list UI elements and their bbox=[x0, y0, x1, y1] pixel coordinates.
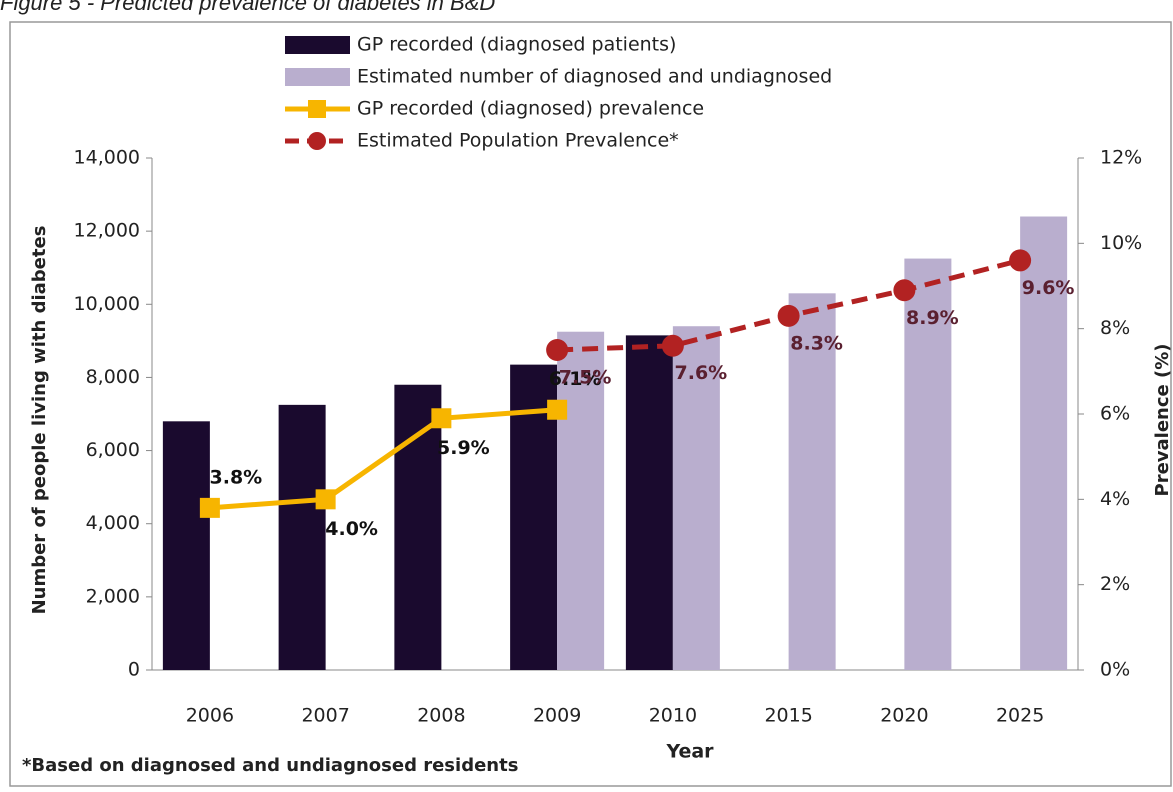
x-tick-label: 2015 bbox=[764, 705, 812, 727]
x-tick-label: 2025 bbox=[996, 705, 1044, 727]
bar bbox=[672, 326, 720, 670]
marker bbox=[661, 334, 684, 357]
legend-marker bbox=[308, 100, 326, 118]
legend-swatch bbox=[285, 36, 350, 54]
x-tick-label: 2006 bbox=[186, 705, 234, 727]
x-tick-label: 2020 bbox=[880, 705, 928, 727]
marker bbox=[431, 408, 452, 429]
y2-axis-label: Prevalence (%) bbox=[1152, 344, 1173, 497]
y-tick-label: 4,000 bbox=[86, 512, 140, 534]
data-label: 8.9% bbox=[906, 307, 959, 329]
x-tick-label: 2008 bbox=[417, 705, 465, 727]
y2-tick-label: 4% bbox=[1100, 488, 1130, 510]
y2-tick-label: 8% bbox=[1100, 317, 1130, 339]
x-tick-label: 2007 bbox=[301, 705, 349, 727]
x-tick-label: 2009 bbox=[533, 705, 581, 727]
y-axis-label: Number of people living with diabetes bbox=[29, 226, 50, 615]
y2-tick-label: 10% bbox=[1100, 232, 1142, 254]
y-tick-label: 12,000 bbox=[74, 220, 140, 242]
y2-tick-label: 12% bbox=[1100, 147, 1142, 169]
legend-label: Estimated Population Prevalence* bbox=[357, 130, 679, 152]
data-label: 4.0% bbox=[325, 518, 378, 540]
data-label: 7.5% bbox=[559, 367, 612, 389]
y-tick-label: 8,000 bbox=[86, 366, 140, 388]
legend-swatch bbox=[285, 68, 350, 86]
bar bbox=[788, 293, 836, 670]
data-label: 3.8% bbox=[210, 466, 263, 488]
bar bbox=[162, 421, 210, 670]
legend-marker bbox=[308, 132, 326, 150]
y2-tick-label: 2% bbox=[1100, 573, 1130, 595]
legend-label: GP recorded (diagnosed) prevalence bbox=[357, 98, 704, 120]
bar bbox=[904, 258, 952, 670]
bar bbox=[557, 331, 605, 670]
data-label: 7.6% bbox=[675, 362, 728, 384]
y-tick-label: 0 bbox=[128, 659, 140, 681]
marker bbox=[546, 339, 569, 361]
data-label: 8.3% bbox=[790, 332, 843, 354]
marker bbox=[315, 489, 336, 510]
marker bbox=[547, 399, 568, 420]
data-label: 6.1% bbox=[549, 368, 602, 390]
y-tick-label: 6,000 bbox=[86, 439, 140, 461]
marker bbox=[199, 497, 220, 518]
legend-label: GP recorded (diagnosed patients) bbox=[357, 34, 676, 56]
data-label: 9.6% bbox=[1022, 277, 1075, 299]
y-tick-label: 10,000 bbox=[74, 293, 140, 315]
marker bbox=[893, 279, 916, 302]
marker bbox=[1009, 249, 1032, 272]
data-label: 5.9% bbox=[437, 437, 490, 459]
marker bbox=[777, 304, 800, 327]
x-tick-label: 2010 bbox=[649, 705, 697, 727]
y-tick-label: 2,000 bbox=[86, 585, 140, 607]
y2-tick-label: 0% bbox=[1100, 659, 1130, 681]
x-axis-label: Year bbox=[665, 741, 714, 763]
y-tick-label: 14,000 bbox=[74, 147, 140, 169]
y2-tick-label: 6% bbox=[1100, 403, 1130, 425]
bar bbox=[1020, 216, 1068, 670]
line bbox=[209, 407, 558, 511]
chart-title: Figure 5 - Predicted prevalence of diabe… bbox=[0, 0, 495, 15]
legend-label: Estimated number of diagnosed and undiag… bbox=[357, 66, 832, 88]
bar bbox=[625, 335, 673, 670]
footnote: *Based on diagnosed and undiagnosed resi… bbox=[22, 755, 518, 776]
bar bbox=[278, 404, 326, 670]
